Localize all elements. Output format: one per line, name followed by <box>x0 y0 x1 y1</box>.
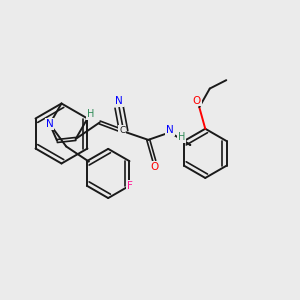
Text: C: C <box>119 126 125 135</box>
Text: N: N <box>166 125 174 135</box>
Text: H: H <box>87 109 94 119</box>
Text: N: N <box>115 97 123 106</box>
Text: F: F <box>127 181 132 191</box>
Text: O: O <box>193 96 201 106</box>
Text: H: H <box>178 132 186 142</box>
Text: N: N <box>46 119 54 129</box>
Text: O: O <box>151 162 159 172</box>
